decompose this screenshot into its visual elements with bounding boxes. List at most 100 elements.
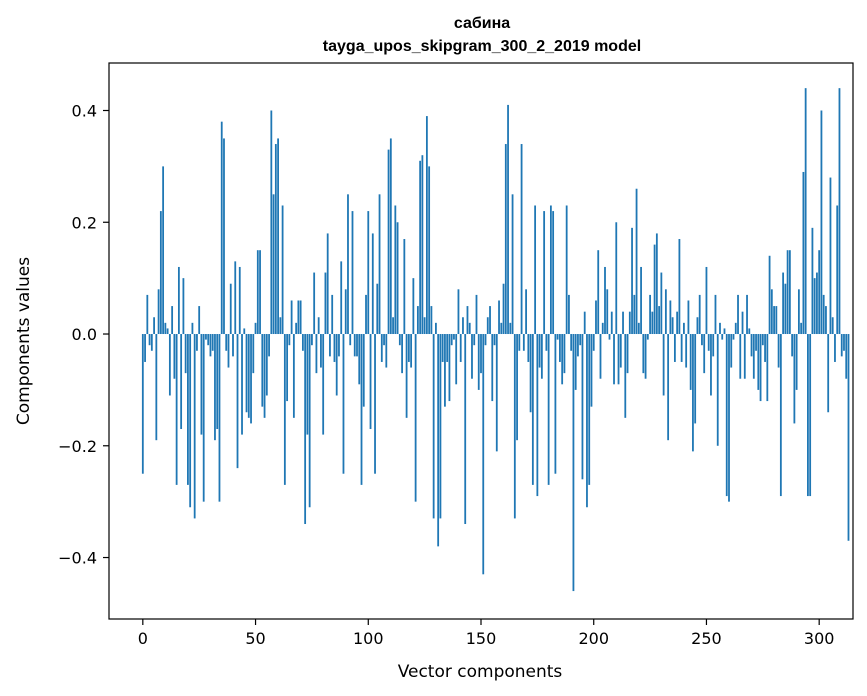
bar-258	[723, 328, 726, 335]
bar-210	[615, 222, 618, 335]
bar-5	[153, 317, 155, 335]
bar-37	[225, 334, 228, 351]
bar-278	[768, 255, 771, 335]
bar-115	[401, 334, 403, 374]
bar-68	[295, 322, 298, 335]
bar-169	[522, 334, 525, 351]
bar-303	[825, 306, 827, 335]
bar-203	[599, 334, 602, 379]
bar-63	[283, 334, 286, 485]
bar-254	[714, 294, 717, 335]
bar-80	[322, 334, 325, 435]
bar-173	[531, 334, 534, 485]
bar-123	[419, 160, 422, 335]
bar-99	[365, 294, 367, 335]
bar-102	[371, 233, 374, 335]
bar-15	[175, 334, 178, 485]
bar-292	[800, 322, 803, 335]
bar-69	[297, 300, 300, 335]
bar-191	[572, 334, 575, 592]
bar-269	[748, 328, 751, 335]
bar-70	[299, 300, 302, 335]
bar-141	[459, 334, 462, 362]
bar-111	[392, 317, 394, 335]
bar-33	[216, 334, 219, 430]
bar-167	[518, 334, 521, 351]
bar-52	[259, 250, 261, 335]
bar-304	[827, 334, 830, 413]
bar-227	[653, 244, 656, 335]
bar-117	[405, 334, 408, 418]
bar-11	[166, 328, 169, 335]
bar-105	[378, 194, 381, 335]
bar-281	[775, 306, 778, 335]
bar-59	[274, 144, 277, 335]
bar-90	[344, 289, 347, 335]
bar-233	[667, 334, 670, 441]
bar-231	[662, 334, 665, 396]
bar-49	[252, 334, 255, 374]
bar-133	[441, 334, 444, 362]
bar-125	[423, 317, 426, 335]
bar-26	[200, 334, 203, 435]
bar-24	[196, 334, 198, 351]
bar-198	[588, 334, 591, 485]
bar-262	[732, 334, 735, 340]
bar-9	[162, 166, 165, 335]
bar-19	[184, 334, 187, 374]
bar-12	[168, 334, 171, 396]
bar-62	[281, 205, 284, 335]
bar-263	[734, 322, 737, 335]
bar-28	[205, 334, 207, 340]
bar-245	[694, 334, 697, 424]
bar-215	[626, 334, 629, 374]
bar-0	[141, 334, 144, 474]
bar-89	[342, 334, 345, 474]
bar-213	[622, 311, 624, 335]
bar-149	[477, 334, 480, 390]
bar-31	[211, 334, 214, 351]
bar-184	[556, 334, 559, 340]
bar-96	[358, 334, 361, 385]
bar-46	[245, 334, 248, 413]
bar-256	[719, 322, 721, 335]
bar-248	[701, 334, 703, 346]
bar-229	[658, 306, 661, 335]
bar-136	[448, 334, 451, 402]
bar-238	[678, 239, 681, 335]
bar-255	[716, 334, 719, 446]
bar-285	[784, 283, 787, 335]
bar-247	[698, 294, 701, 335]
bar-268	[746, 294, 748, 335]
bar-174	[534, 205, 537, 335]
bar-195	[581, 334, 584, 480]
bar-73	[306, 334, 309, 435]
bar-71	[301, 334, 304, 351]
bar-2	[146, 294, 149, 335]
bar-104	[376, 283, 379, 335]
bar-8	[159, 211, 162, 335]
bar-186	[561, 334, 564, 385]
bar-163	[509, 322, 512, 335]
bar-222	[642, 334, 645, 374]
bar-6	[155, 334, 158, 441]
bar-126	[425, 116, 428, 335]
bar-257	[721, 334, 724, 340]
bar-260	[728, 334, 730, 502]
bar-176	[538, 334, 541, 368]
bar-151	[482, 334, 485, 575]
bar-128	[430, 306, 433, 335]
chart-subtitle: tayga_upos_skipgram_300_2_2019 model	[323, 38, 641, 55]
bar-40	[232, 334, 234, 357]
bar-193	[577, 334, 579, 357]
bar-179	[545, 334, 548, 351]
bar-86	[335, 334, 338, 396]
bar-118	[407, 334, 410, 362]
bar-48	[250, 334, 252, 424]
bar-276	[764, 334, 766, 362]
bar-56	[268, 334, 270, 357]
bar-35	[220, 121, 223, 335]
bar-98	[362, 334, 365, 407]
bar-259	[725, 334, 728, 497]
bar-212	[619, 334, 622, 368]
